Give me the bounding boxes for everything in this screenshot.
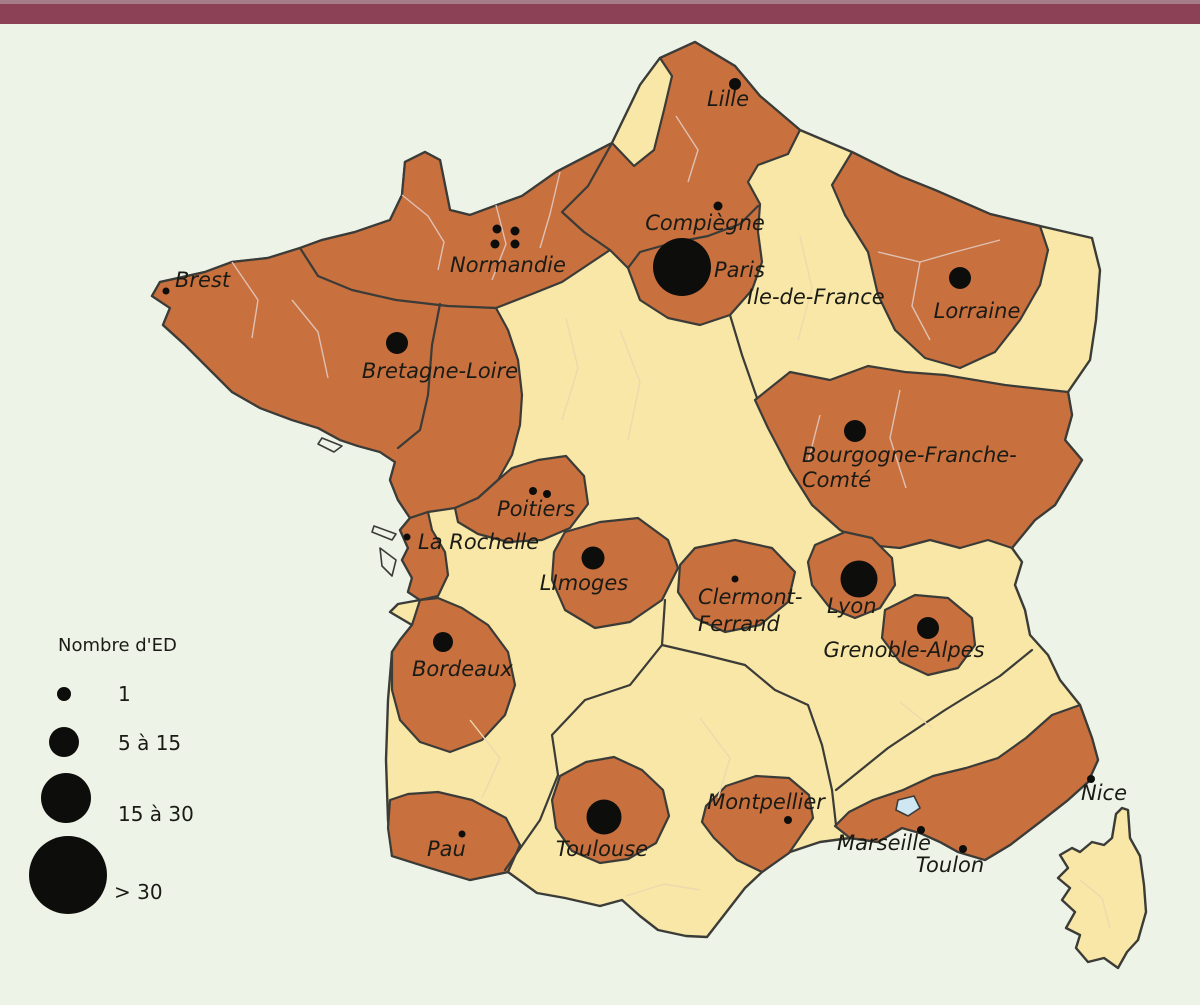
label-bordeaux: Bordeaux (412, 657, 513, 681)
label-brest: Brest (175, 268, 231, 292)
border-centre-bourgogne (728, 313, 759, 400)
border-auvergne-rhone-alpes-paca (834, 648, 1034, 792)
legend-label-1: 1 (118, 682, 131, 706)
label-grenoble-alpes: Grenoble-Alpes (823, 638, 984, 662)
ed-marker-nice (1087, 775, 1095, 783)
label-bourgogne-line1: Bourgogne-Franche- (802, 443, 1017, 467)
label-ile-de-france: Ile-de-France (747, 285, 885, 309)
ed-marker-toulon (959, 845, 967, 853)
region-lorraine-shape (830, 150, 1050, 370)
label-bourgogne-line2: Comté (802, 468, 871, 492)
legend-label-gt-30: > 30 (114, 880, 163, 904)
label-poitiers: Poitiers (497, 497, 575, 521)
ed-marker-poitiers-cluster (529, 487, 551, 498)
poitiers-area-shape (453, 454, 590, 544)
border-normandie-bretagne (298, 246, 498, 310)
region-corse (1056, 806, 1148, 970)
ed-marker-bretagne-loire (386, 332, 408, 354)
border-hauts-de-france-normandie (560, 141, 614, 252)
ed-marker-normandie-cluster (490, 224, 520, 249)
label-lille: Lille (707, 87, 749, 111)
legend-symbol-5-15 (49, 727, 79, 757)
ed-marker-lorraine (949, 267, 971, 289)
limoges-area-shape (550, 516, 680, 630)
ed-marker-limoges (581, 546, 605, 570)
border-nouvelle-aquitaine-occitanie (503, 598, 667, 872)
label-clermont-line1: Clermont- (698, 585, 802, 609)
border-bretagne-pays-de-loire (396, 302, 442, 450)
legend-title: Nombre d'ED (58, 635, 177, 656)
legend: Nombre d'ED 1 5 à 15 15 à 30 > 30 (29, 635, 194, 914)
label-toulouse: Toulouse (556, 837, 648, 861)
ed-marker-montpellier (784, 816, 792, 824)
ed-marker-grenoble-alpes (917, 617, 939, 639)
label-limoges: LImoges (540, 571, 628, 595)
label-bretagne-loire: Bretagne-Loire (362, 359, 518, 383)
ed-marker-paris (653, 238, 711, 296)
ed-marker-bordeaux (433, 632, 453, 652)
etang-de-berre-lake (895, 795, 922, 817)
label-pau: Pau (427, 837, 466, 861)
ed-marker-toulouse (586, 799, 622, 835)
label-clermont-line2: Ferrand (698, 612, 780, 636)
ed-marker-clermont-ferrand (731, 575, 739, 583)
ed-marker-la-rochelle (403, 533, 411, 541)
label-compiegne: Compiègne (645, 211, 765, 235)
label-marseille: Marseille (837, 831, 931, 855)
department-borders (231, 115, 1111, 929)
ed-marker-compiegne (713, 201, 723, 211)
label-normandie: Normandie (450, 253, 566, 277)
island-noirmoutier (317, 437, 343, 453)
ed-markers (162, 78, 1095, 853)
legend-symbol-gt-30 (29, 836, 107, 914)
ed-marker-lyon (840, 560, 878, 598)
region-borders (298, 141, 1034, 872)
clermont-area-shape (676, 538, 797, 634)
map-regions (150, 40, 1148, 970)
paca-coastal-shape (833, 703, 1100, 862)
bordeaux-area-shape (390, 596, 517, 754)
city-labels: Lille Compiègne Paris Ile-de-France Norm… (175, 87, 1127, 877)
ed-marker-brest (162, 287, 170, 295)
region-bourgogne-franche-comte-shape (753, 364, 1084, 550)
island-re (371, 525, 397, 541)
label-toulon: Toulon (916, 853, 984, 877)
label-nice: Nice (1081, 781, 1127, 805)
coastal-pale-wedge-hauts-de-france (610, 56, 674, 168)
label-lyon: Lyon (827, 594, 877, 618)
legend-symbol-15-30 (41, 773, 91, 823)
label-lorraine: Lorraine (934, 299, 1021, 323)
ed-marker-bourgogne-franche-comte (844, 420, 866, 442)
label-la-rochelle: La Rochelle (418, 530, 539, 554)
coastal-details (317, 437, 922, 817)
montpellier-area-shape (700, 774, 815, 874)
ed-marker-pau (458, 830, 466, 838)
ed-marker-lille (729, 78, 741, 90)
label-montpellier: Montpellier (707, 790, 826, 814)
border-occitanie-auvergne-rhone-alpes (660, 643, 838, 827)
island-oleron (379, 547, 397, 577)
legend-label-15-30: 15 à 30 (118, 802, 194, 826)
legend-symbol-1 (57, 687, 71, 701)
ed-marker-marseille (917, 826, 925, 834)
legend-label-5-15: 5 à 15 (118, 731, 181, 755)
top-accent-bar (0, 0, 1200, 24)
label-paris: Paris (714, 258, 765, 282)
